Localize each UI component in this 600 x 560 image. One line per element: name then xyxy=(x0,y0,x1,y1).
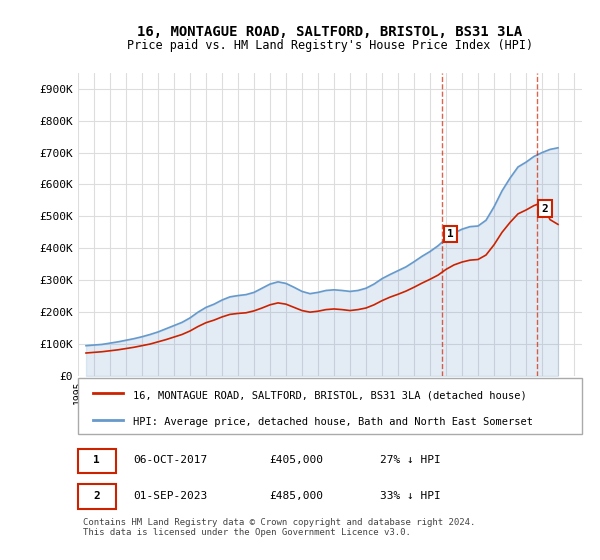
FancyBboxPatch shape xyxy=(78,449,116,473)
Text: Contains HM Land Registry data © Crown copyright and database right 2024.
This d: Contains HM Land Registry data © Crown c… xyxy=(83,518,475,537)
Text: 16, MONTAGUE ROAD, SALTFORD, BRISTOL, BS31 3LA (detached house): 16, MONTAGUE ROAD, SALTFORD, BRISTOL, BS… xyxy=(133,390,527,400)
FancyBboxPatch shape xyxy=(78,379,582,434)
Text: 16, MONTAGUE ROAD, SALTFORD, BRISTOL, BS31 3LA: 16, MONTAGUE ROAD, SALTFORD, BRISTOL, BS… xyxy=(137,25,523,39)
Text: 01-SEP-2023: 01-SEP-2023 xyxy=(133,491,208,501)
Text: 06-OCT-2017: 06-OCT-2017 xyxy=(133,455,208,465)
Text: 27% ↓ HPI: 27% ↓ HPI xyxy=(380,455,441,465)
Text: 33% ↓ HPI: 33% ↓ HPI xyxy=(380,491,441,501)
Text: Price paid vs. HM Land Registry's House Price Index (HPI): Price paid vs. HM Land Registry's House … xyxy=(127,39,533,52)
Text: 2: 2 xyxy=(542,204,548,213)
Text: £485,000: £485,000 xyxy=(269,491,323,501)
Text: 2: 2 xyxy=(93,491,100,501)
Text: 1: 1 xyxy=(447,229,454,239)
Text: 1: 1 xyxy=(93,455,100,465)
Text: £405,000: £405,000 xyxy=(269,455,323,465)
Text: HPI: Average price, detached house, Bath and North East Somerset: HPI: Average price, detached house, Bath… xyxy=(133,417,533,427)
FancyBboxPatch shape xyxy=(78,484,116,508)
